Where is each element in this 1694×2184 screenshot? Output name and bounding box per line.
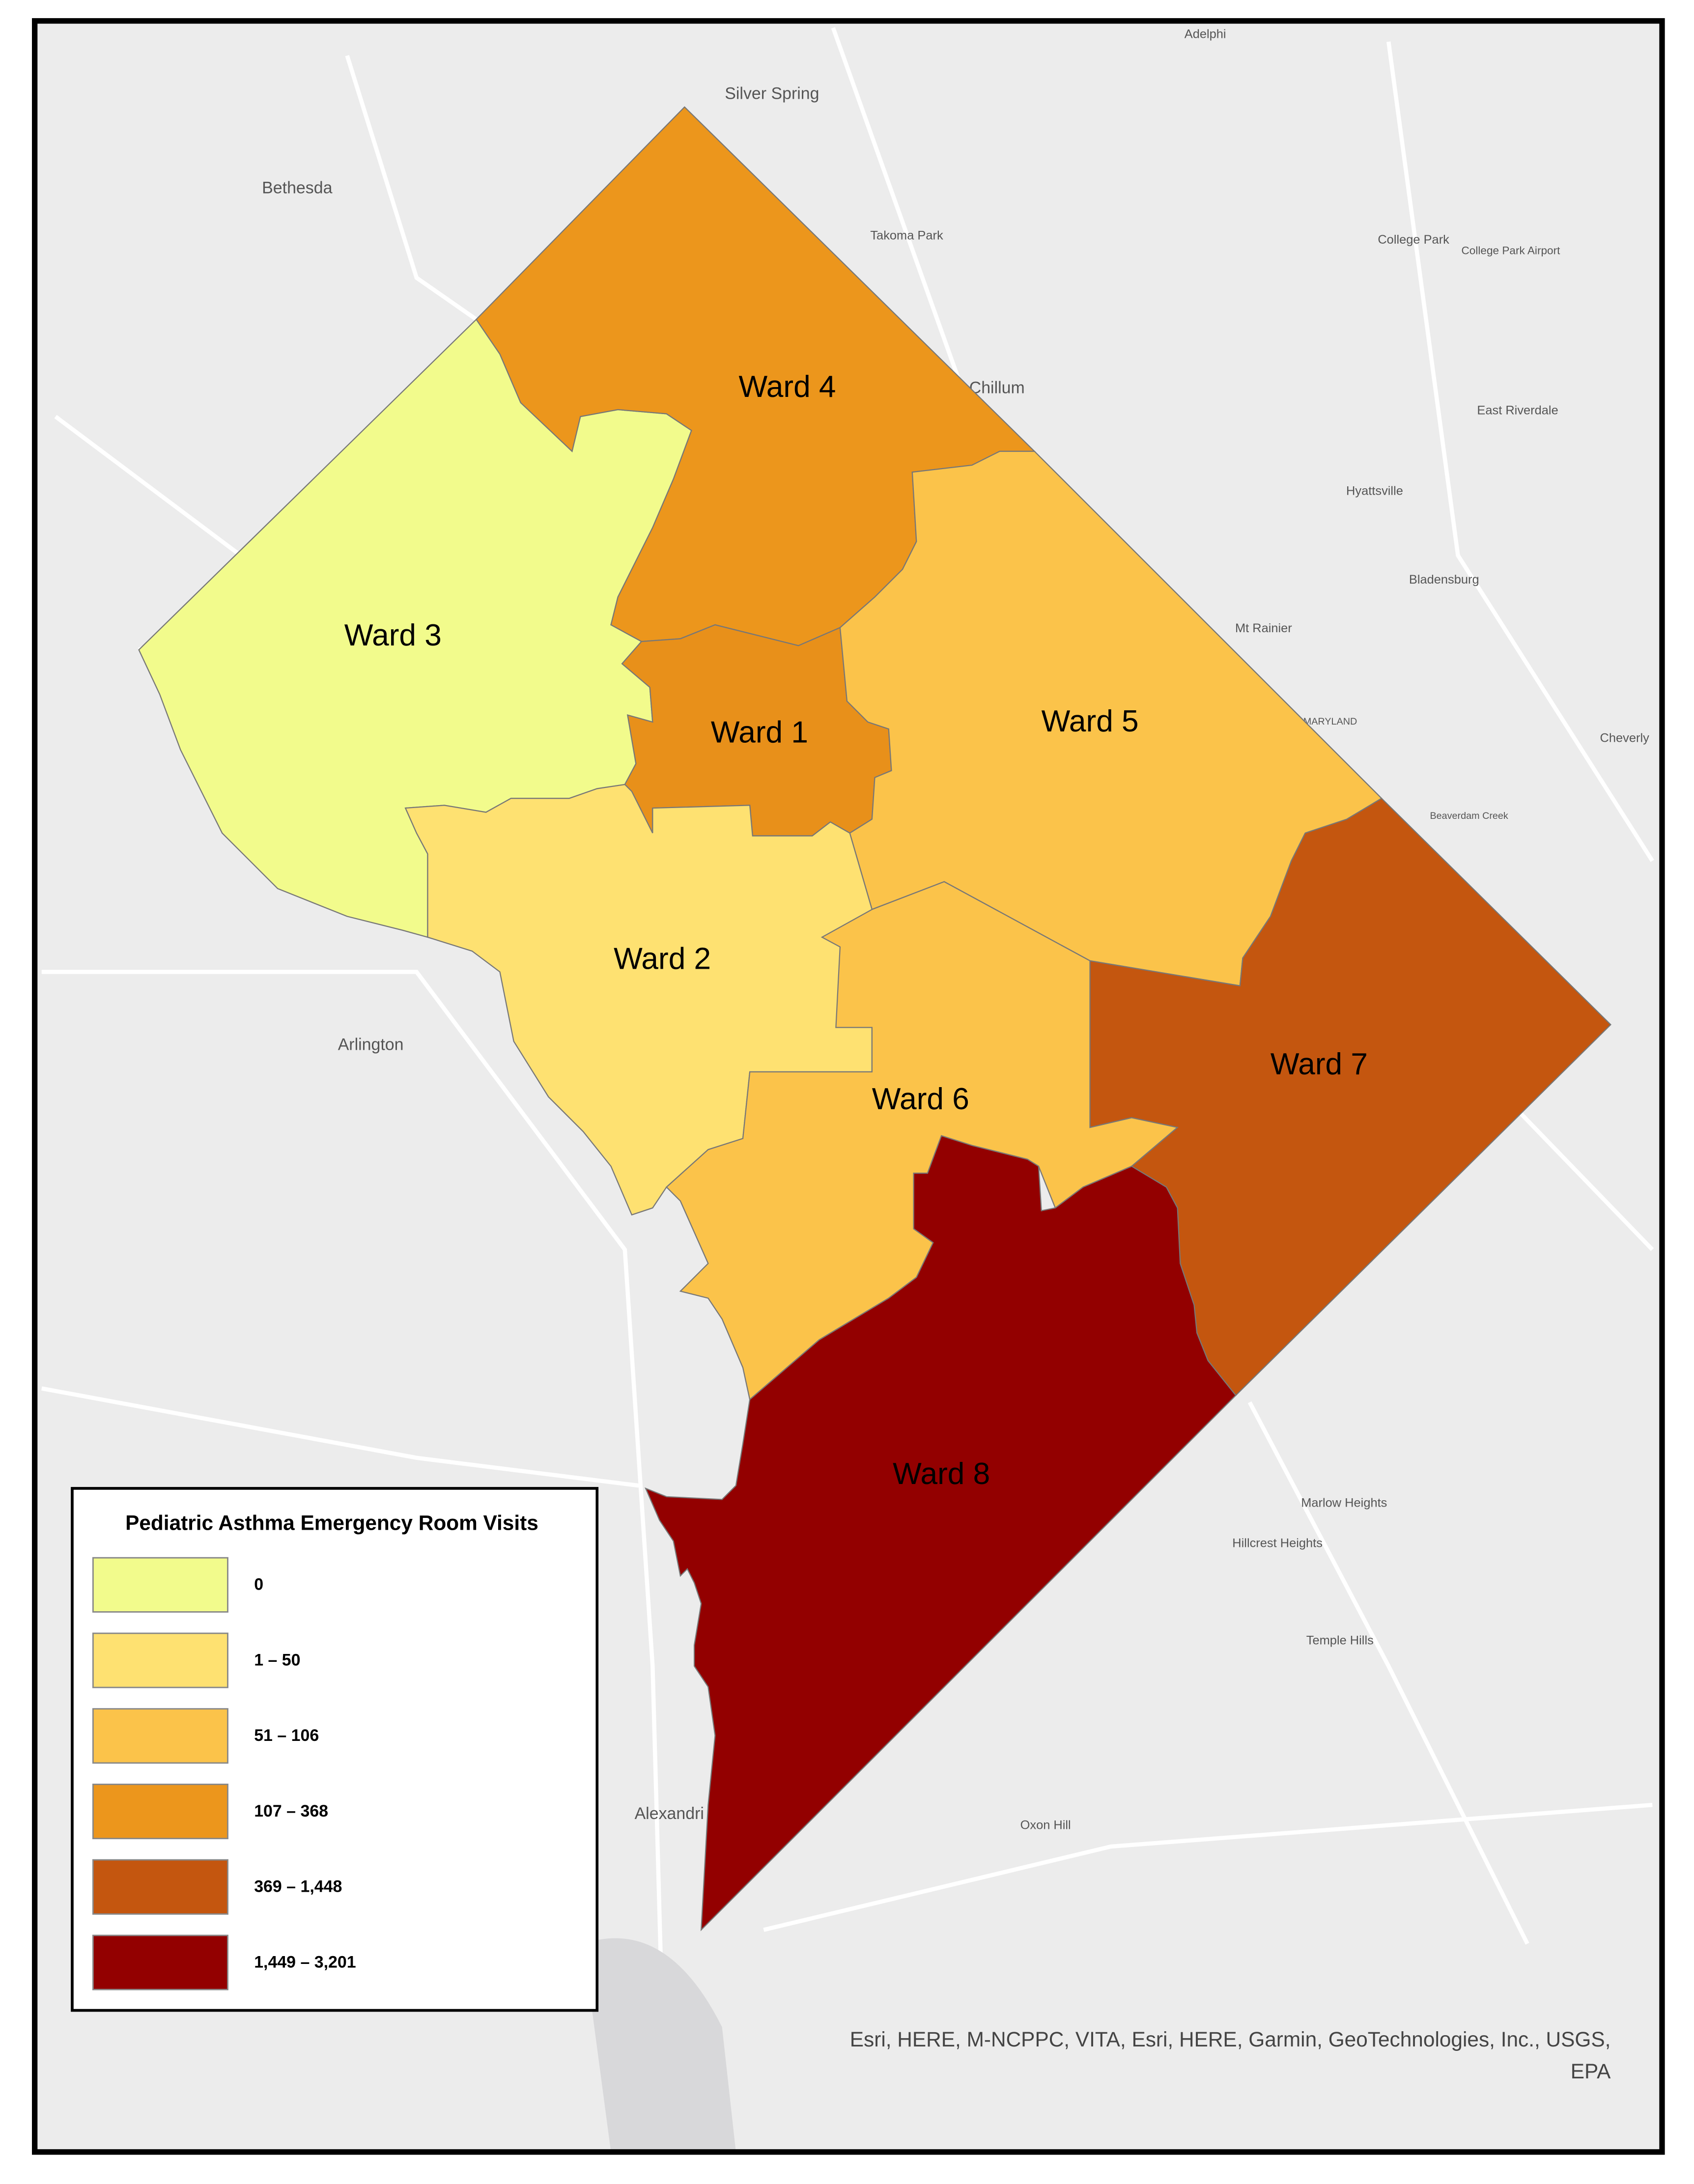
frame: [32, 18, 1665, 2155]
legend-swatch: [92, 1632, 228, 1688]
legend-label: 51 – 106: [254, 1726, 319, 1745]
ward-label: Ward 6: [872, 1082, 969, 1116]
ward-label: Ward 7: [1270, 1047, 1368, 1081]
attribution: Esri, HERE, M-NCPPC, VITA, Esri, HERE, G…: [850, 2028, 1611, 2083]
ward-label: Ward 2: [614, 942, 711, 976]
legend-label: 0: [254, 1575, 263, 1594]
legend-label: 1 – 50: [254, 1651, 300, 1669]
place-label: Takoma Park: [870, 228, 943, 242]
place-label: Temple Hills: [1306, 1633, 1374, 1647]
place-label: Alexandri: [635, 1804, 704, 1823]
attribution-line: EPA: [1571, 2060, 1611, 2083]
place-label: Oxon Hill: [1020, 1818, 1071, 1832]
ward-label: Ward 1: [711, 716, 808, 750]
place-label: Beaverdam Creek: [1430, 811, 1508, 821]
place-label: MARYLAND: [1303, 716, 1357, 727]
legend-swatch: [92, 1859, 228, 1915]
place-label: Mt Rainier: [1235, 621, 1292, 635]
place-label: Bladensburg: [1409, 573, 1479, 587]
place-label: Cheverly: [1600, 731, 1650, 745]
ward-label: Ward 4: [738, 370, 836, 404]
place-label: Marlow Heights: [1301, 1496, 1387, 1510]
ward-label: Ward 3: [344, 618, 442, 652]
legend-swatch: [92, 1934, 228, 1990]
place-label: Hyattsville: [1346, 484, 1403, 498]
place-label: East Riverdale: [1477, 403, 1558, 417]
wards: Ward 3 Ward 4 Ward 1 Ward 5 Ward 2 Ward 6 Ward…: [138, 106, 1612, 1932]
ward-label: Ward 8: [893, 1457, 990, 1491]
place-label: Hillcrest Heights: [1232, 1537, 1323, 1550]
place-label: Chillum: [969, 378, 1025, 397]
attribution-line: Esri, HERE, M-NCPPC, VITA, Esri, HERE, G…: [850, 2028, 1611, 2051]
legend-label: 369 – 1,448: [254, 1877, 342, 1896]
place-label: Adelphi: [1185, 28, 1226, 41]
legend-label: 1,449 – 3,201: [254, 1953, 356, 1971]
legend-label: 107 – 368: [254, 1802, 328, 1820]
place-label: Bethesda: [262, 178, 332, 197]
ward-label: Ward 5: [1042, 704, 1139, 738]
legend-title: Pediatric Asthma Emergency Room Visits: [125, 1512, 538, 1535]
river: [583, 1938, 736, 2152]
legend-swatch: [92, 1708, 228, 1764]
place-label: College Park Airport: [1461, 245, 1560, 257]
ward-area: [645, 1135, 1237, 1932]
legend-swatch: [92, 1557, 228, 1613]
place-labels: Adelphi Silver Spring Bethesda Takoma Park C…: [262, 28, 1649, 1832]
place-label: College Park: [1378, 233, 1449, 247]
legend-swatch: [92, 1784, 228, 1840]
place-label: Arlington: [338, 1035, 404, 1054]
place-label: Silver Spring: [725, 84, 819, 103]
legend: Pediatric Asthma Emergency Room Visits 0…: [71, 1487, 599, 2012]
